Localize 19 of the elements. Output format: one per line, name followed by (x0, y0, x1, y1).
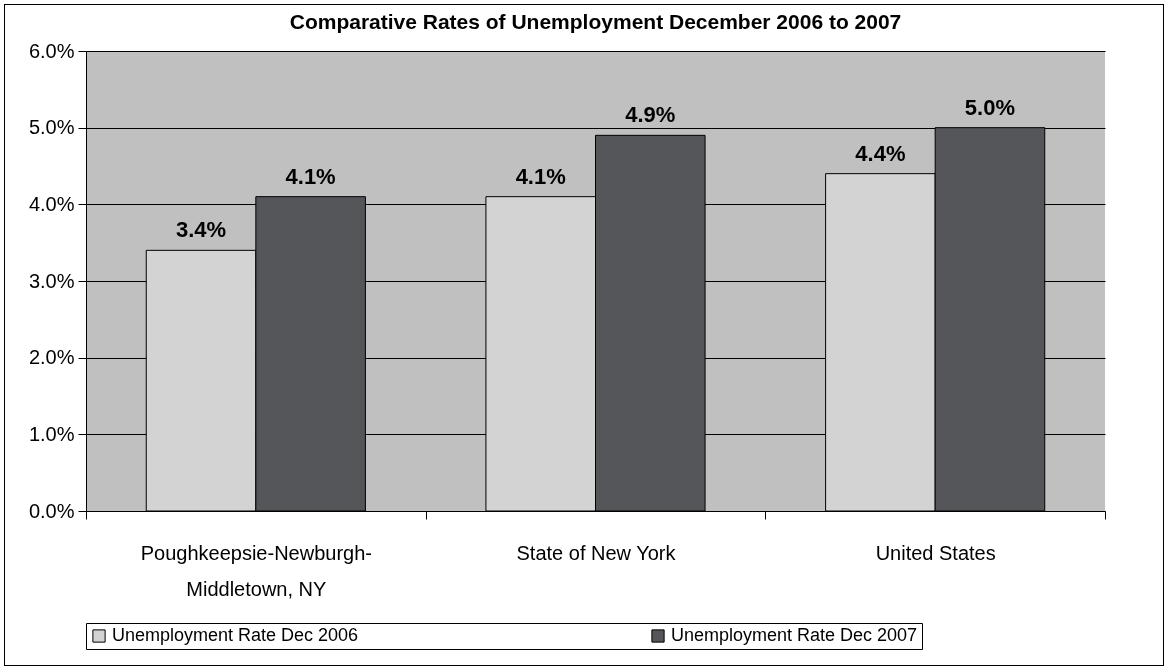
y-tick-label: 4.0% (28, 192, 75, 215)
y-tick-label: 1.0% (28, 422, 75, 445)
y-tick-label: 0.0% (28, 499, 75, 522)
chart-title: Comparative Rates of Unemployment December 2006 to 2007 (289, 10, 902, 33)
data-label: 5.0% (964, 94, 1016, 120)
x-tick-label: State of New York (516, 541, 677, 564)
y-tick-label: 2.0% (28, 346, 75, 369)
y-tick-label: 6.0% (28, 39, 75, 62)
x-tick-label: United States (875, 541, 996, 564)
data-label: 4.1% (285, 163, 336, 189)
y-tick-label: 3.0% (28, 269, 75, 292)
y-tick-label: 5.0% (28, 116, 75, 139)
data-label: 4.9% (625, 102, 676, 128)
legend-label: Unemployment Rate Dec 2007 (671, 625, 918, 645)
legend-label: Unemployment Rate Dec 2006 (112, 625, 359, 645)
data-label: 3.4% (175, 217, 227, 243)
x-tick-label: Poughkeepsie-Newburgh-Middletown, NY (140, 541, 372, 600)
data-label: 4.4% (855, 140, 906, 166)
data-label: 4.1% (515, 163, 566, 189)
